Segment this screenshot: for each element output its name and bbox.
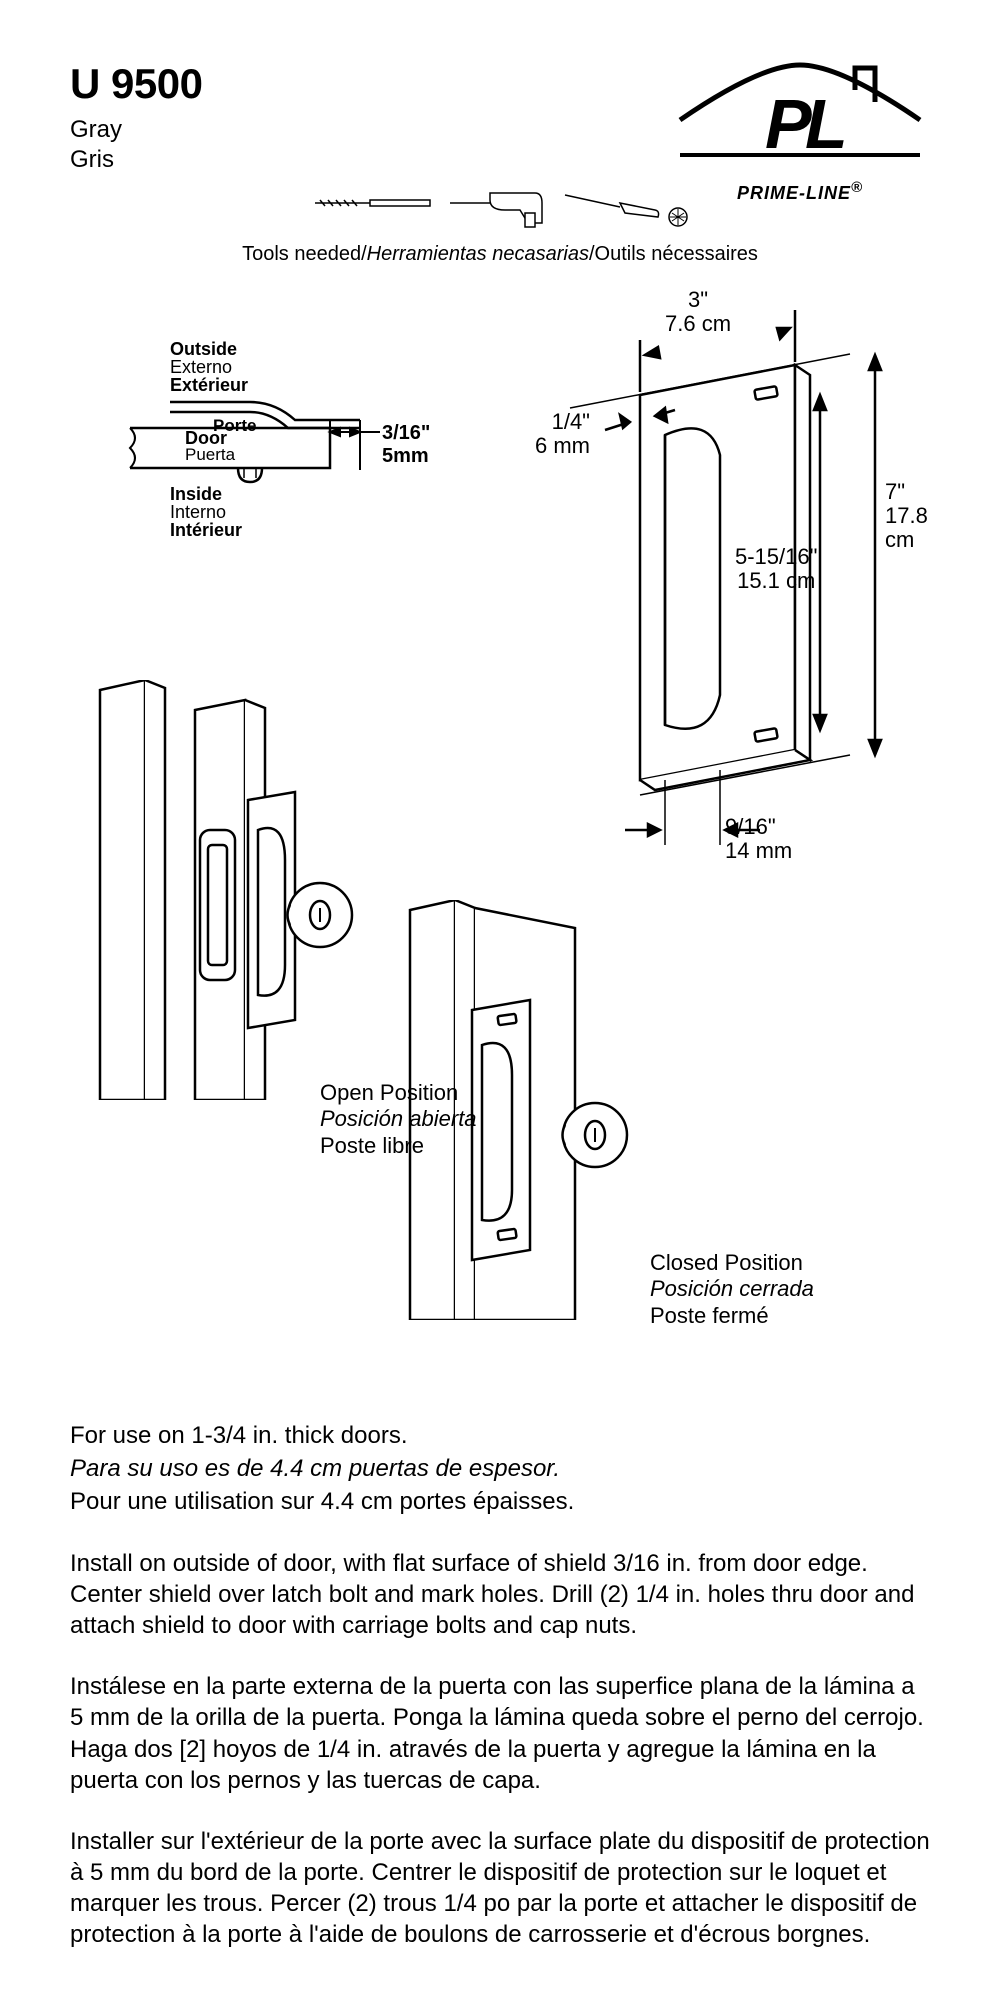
tools-caption: Tools needed/Herramientas necasarias/Out… bbox=[0, 243, 1000, 266]
closed-position-label: Closed Position Posición cerrada Poste f… bbox=[650, 1250, 814, 1329]
svg-text:Intérieur: Intérieur bbox=[170, 520, 242, 540]
svg-text:Interno: Interno bbox=[170, 502, 226, 522]
plate-dimensions-diagram: 3"7.6 cm 1/4"6 mm 7"17.8 cm 5-15/16"15.1… bbox=[510, 300, 930, 885]
tools-needed: Tools needed/Herramientas necasarias/Out… bbox=[0, 175, 1000, 266]
dim-height: 7"17.8 cm bbox=[885, 480, 930, 553]
instructions-fr: Installer sur l'extérieur de la porte av… bbox=[70, 1826, 930, 1951]
svg-text:Puerta: Puerta bbox=[185, 445, 236, 464]
intro-es: Para su uso es de 4.4 cm puertas de espe… bbox=[70, 1453, 930, 1484]
dim-offset: 1/4"6 mm bbox=[535, 410, 590, 458]
instructions-block: For use on 1-3/4 in. thick doors. Para s… bbox=[70, 1420, 930, 1951]
dim-inner-height: 5-15/16"15.1 cm bbox=[735, 545, 817, 593]
cross-section-diagram: Outside Externo Extérieur Door Puerta In… bbox=[100, 340, 460, 555]
svg-text:L: L bbox=[805, 85, 848, 163]
svg-text:Externo: Externo bbox=[170, 357, 232, 377]
open-position-label: Open Position Posición abierta Poste lib… bbox=[320, 1080, 477, 1159]
dim-width: 3"7.6 cm bbox=[665, 288, 731, 336]
gap-imperial: 3/16" bbox=[382, 422, 430, 445]
instructions-en: Install on outside of door, with flat su… bbox=[70, 1548, 930, 1642]
instructions-es: Instálese en la parte externa de la puer… bbox=[70, 1671, 930, 1796]
open-position-diagram bbox=[90, 680, 450, 1105]
intro-fr: Pour une utilisation sur 4.4 cm portes é… bbox=[70, 1486, 930, 1517]
svg-text:Inside: Inside bbox=[170, 484, 222, 504]
dim-bump-width: 9/16"14 mm bbox=[725, 815, 792, 863]
intro-en: For use on 1-3/4 in. thick doors. bbox=[70, 1420, 930, 1451]
svg-text:Extérieur: Extérieur bbox=[170, 375, 248, 395]
diagrams-area: Outside Externo Extérieur Door Puerta In… bbox=[70, 300, 930, 1300]
gap-metric: 5mm bbox=[382, 445, 430, 468]
